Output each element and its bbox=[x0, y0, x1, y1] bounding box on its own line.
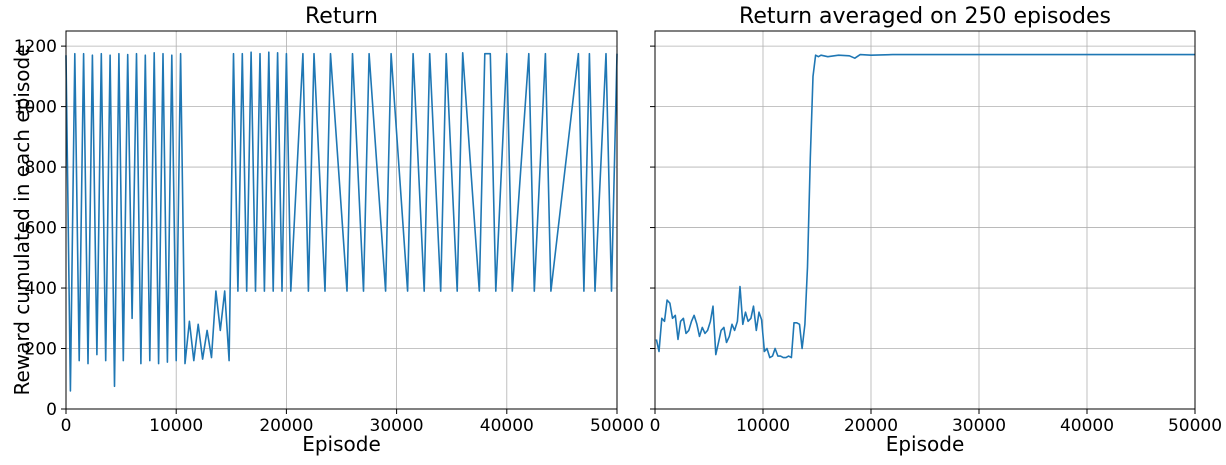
x-tick-label: 10000 bbox=[736, 416, 790, 436]
y-tick-label: 800 bbox=[25, 158, 57, 178]
chart-title: Return bbox=[305, 4, 378, 29]
y-tick-label: 1000 bbox=[14, 98, 57, 118]
x-axis-label: Episode bbox=[302, 432, 381, 456]
x-tick-label: 20000 bbox=[844, 416, 898, 436]
plot-frame bbox=[65, 30, 618, 410]
x-tick-label: 50000 bbox=[590, 416, 644, 436]
series-line-1 bbox=[65, 51, 618, 392]
y-tick-label: 0 bbox=[46, 400, 57, 420]
x-axis-label: Episode bbox=[886, 432, 965, 456]
y-tick-label: 200 bbox=[25, 340, 57, 360]
plot-frame bbox=[654, 30, 1196, 410]
y-tick-label: 400 bbox=[25, 279, 57, 299]
x-tick-label: 40000 bbox=[480, 416, 534, 436]
x-tick-label: 0 bbox=[650, 416, 661, 436]
y-axis-label: Reward cumulated in each episode bbox=[10, 44, 34, 395]
x-tick-label: 50000 bbox=[1168, 416, 1222, 436]
x-tick-label: 20000 bbox=[259, 416, 313, 436]
x-tick-label: 10000 bbox=[149, 416, 203, 436]
chart-panel-2: 0 10000 20000 30000 40000 50000 Return average… bbox=[650, 4, 1222, 456]
chart-panel-1: 0 10000 20000 30000 40000 50000 0 200 400 600 800 1… bbox=[10, 4, 644, 456]
y-tick-label: 600 bbox=[25, 219, 57, 239]
x-tick-label: 30000 bbox=[952, 416, 1006, 436]
x-tick-label: 30000 bbox=[370, 416, 424, 436]
y-tick-label: 1200 bbox=[14, 37, 57, 57]
chart-title: Return averaged on 250 episodes bbox=[739, 4, 1111, 29]
x-tick-label: 0 bbox=[61, 416, 72, 436]
series-line-1 bbox=[655, 53, 1195, 359]
x-tick-label: 40000 bbox=[1060, 416, 1114, 436]
